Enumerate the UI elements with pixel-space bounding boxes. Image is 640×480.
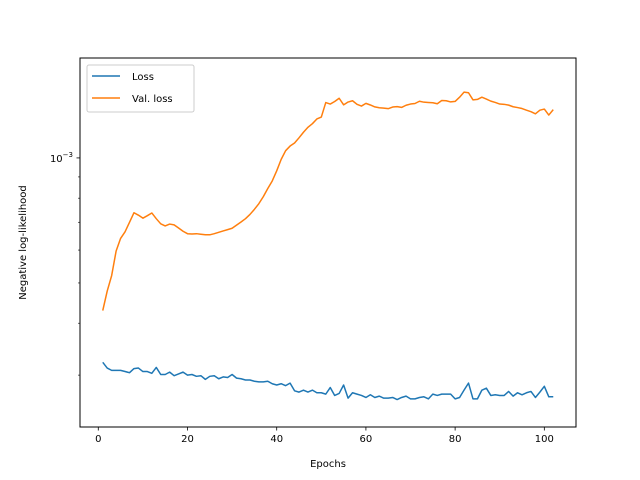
axes-frame — [79, 57, 577, 428]
y-tick-label: 10−3 — [50, 151, 73, 165]
y-axis-label: Negative log-likelihood — [18, 185, 29, 300]
x-tick-label: 80 — [449, 434, 462, 445]
x-tick-label: 100 — [535, 434, 554, 445]
series-line-1 — [102, 91, 554, 311]
x-axis-label: Epochs — [310, 459, 346, 470]
x-tick-label: 20 — [181, 434, 194, 445]
x-tick-label: 60 — [360, 434, 373, 445]
legend-label-0: Loss — [132, 72, 154, 83]
x-tick-label: 40 — [270, 434, 283, 445]
y-axis: 10−3 — [50, 151, 80, 376]
plot-lines — [102, 91, 554, 401]
x-axis: 0 20 40 60 80 100 — [95, 427, 554, 445]
legend-label-1: Val. loss — [132, 94, 173, 105]
x-tick-label: 0 — [95, 434, 101, 445]
legend: Loss Val. loss — [86, 64, 195, 113]
series-line-0 — [102, 361, 554, 401]
